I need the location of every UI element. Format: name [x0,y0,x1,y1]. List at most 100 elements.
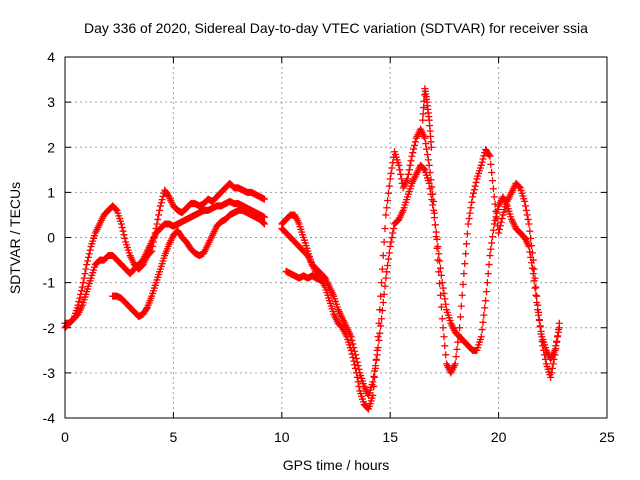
data-point [410,145,418,153]
data-point [485,151,493,159]
data-point [430,214,438,222]
data-point [389,229,397,237]
data-point [353,358,361,366]
data-point [459,280,467,288]
data-point [381,282,389,290]
data-point [408,152,416,160]
data-point [379,298,387,306]
data-point [321,274,329,282]
data-point [551,346,559,354]
data-point [466,209,474,217]
data-point [535,317,543,325]
data-point [489,226,497,234]
data-point [454,338,462,346]
data-point [534,306,542,314]
y-tick-label: 2 [47,139,55,155]
data-point [440,333,448,341]
data-point [489,185,497,193]
plot-frame [64,56,608,419]
data-point [352,354,360,362]
data-point [347,333,355,341]
data-point [495,225,503,233]
data-point [385,182,393,190]
data-point [383,268,391,276]
data-point [485,261,493,269]
data-point [381,224,389,232]
data-point [554,328,562,336]
data-point [384,255,392,263]
data-point [495,229,503,237]
data-point [143,305,151,313]
data-point [525,220,533,228]
data-point [371,367,379,375]
data-point [529,270,537,278]
x-tick-label: 0 [61,429,69,445]
data-point [77,287,85,295]
data-point [120,231,128,239]
data-point [371,362,379,370]
data-point [427,190,435,198]
data-point [382,211,390,219]
data-point [458,291,466,299]
data-point [82,265,90,273]
data-point [522,206,530,214]
data-point [477,333,485,341]
data-point [119,227,127,235]
data-point [482,297,490,305]
grid-lines [64,56,608,419]
data-point [420,165,428,173]
data-point [84,253,92,261]
data-point [537,327,545,335]
data-point [423,150,431,158]
data-point [491,216,499,224]
data-point [424,156,432,164]
data-point [547,373,555,381]
data-point [531,284,539,292]
data-point [390,224,398,232]
data-point [462,250,470,258]
data-point [489,177,497,185]
data-point [395,161,403,169]
data-point [404,170,412,178]
data-point [463,230,471,238]
data-point [483,279,491,287]
x-tick-label: 25 [599,429,615,445]
data-point [487,160,495,168]
data-point [490,193,498,201]
y-tick-label: 0 [47,230,55,246]
data-point [494,206,502,214]
data-point [118,224,126,232]
data-point [533,292,541,300]
data-point [432,228,440,236]
y-tick-label: 1 [47,184,55,200]
x-tick-label: 15 [382,429,398,445]
data-point [374,333,382,341]
data-point [497,218,505,226]
data-point [488,239,496,247]
data-point [434,243,442,251]
data-point [536,322,544,330]
data-point [441,342,449,350]
data-point [370,372,378,380]
data-point [420,104,428,112]
data-point [532,283,540,291]
data-point [423,145,431,153]
data-point [490,220,498,228]
data-point [355,365,363,373]
data-point [421,134,429,142]
data-point [480,152,488,160]
data-point [532,291,540,299]
data-point [472,178,480,186]
data-point [158,196,166,204]
data-point [383,204,391,212]
data-point [486,252,494,260]
data-point [498,215,506,223]
data-point [159,192,167,200]
data-point [434,256,442,264]
data-point [427,143,435,151]
data-point [437,271,445,279]
data-points [61,85,563,413]
data-point [463,240,471,248]
data-point [369,378,377,386]
